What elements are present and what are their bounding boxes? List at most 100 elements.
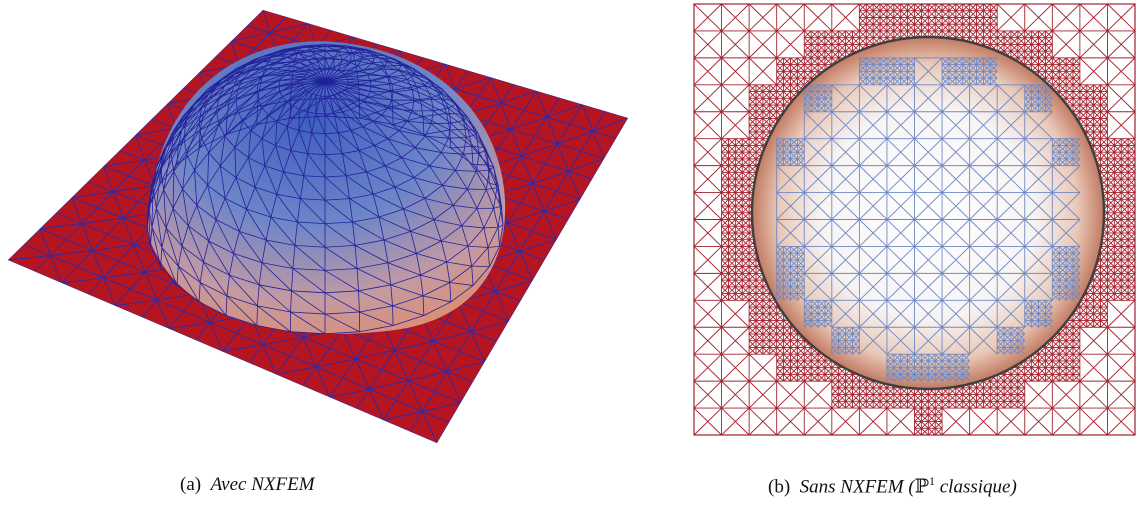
dome-mesh-line <box>250 130 263 140</box>
dome-mesh-line <box>354 245 358 269</box>
dome-mesh-line <box>303 87 306 91</box>
dome-mesh-diag <box>292 58 326 72</box>
dome-mesh-diag <box>346 69 364 78</box>
dome-mesh-diag <box>311 132 326 155</box>
dome-mesh-diag <box>324 80 347 89</box>
dome-mesh-diag <box>467 245 489 248</box>
dome-mesh-line <box>299 59 308 63</box>
dome-mesh-line <box>198 123 202 139</box>
dome-mesh-diag <box>398 63 402 71</box>
mesh-diag <box>914 17 922 25</box>
plate-mesh-line <box>23 243 450 424</box>
dome-mesh-line <box>246 186 256 210</box>
mesh-diag <box>865 30 874 38</box>
mesh-diag <box>962 30 970 38</box>
dome-mesh-line <box>381 68 400 71</box>
dome-mesh-line <box>324 115 360 119</box>
dome-mesh-diag <box>276 194 298 223</box>
mesh-diag <box>755 347 764 355</box>
mesh-diag <box>838 30 846 38</box>
plate-mesh-diag <box>316 358 356 368</box>
mesh-diag <box>755 273 764 281</box>
dome-mesh-diag <box>256 80 280 93</box>
dome-mesh-diag <box>201 110 217 139</box>
dome-mesh-line <box>307 95 317 113</box>
mesh-diag <box>762 84 771 92</box>
dome-mesh-diag <box>324 80 348 86</box>
mesh-diag <box>776 326 784 335</box>
dome-mesh-line <box>282 69 287 76</box>
dome-mesh-line <box>415 253 421 276</box>
mesh-diag <box>921 3 929 12</box>
dome-mesh-diag <box>324 133 343 154</box>
dome-mesh-diag <box>242 99 259 122</box>
mesh-diag <box>1031 37 1039 45</box>
dome-mesh-line <box>290 150 308 155</box>
dome-mesh-line <box>256 85 280 93</box>
mesh-diag <box>741 232 750 241</box>
dome-mesh-diag <box>463 116 468 121</box>
mesh-diag <box>776 64 784 72</box>
mesh-diag <box>741 252 750 261</box>
dome-mesh-line <box>155 189 165 209</box>
mesh-diag <box>976 23 984 32</box>
mesh-diag <box>817 50 826 59</box>
plate-mesh-diag <box>8 255 51 261</box>
dome-mesh-diag <box>423 129 450 135</box>
mesh-diag <box>721 219 729 227</box>
mesh-diag <box>748 293 757 301</box>
mesh-diag <box>983 3 991 12</box>
dome-mesh-line <box>342 46 360 51</box>
dome-mesh-diag <box>301 80 326 83</box>
dome-mesh-line <box>290 115 326 119</box>
dome-mesh-line <box>373 61 388 63</box>
dome-mesh-line <box>410 219 435 232</box>
mesh-diag <box>996 44 1005 52</box>
dome-mesh-diag <box>307 153 326 178</box>
dome-mesh-line <box>440 152 456 171</box>
mesh-diag <box>817 360 826 368</box>
dome-mesh-line <box>186 154 195 171</box>
dome-mesh-line <box>467 227 485 247</box>
mesh-diag <box>797 374 805 382</box>
mesh-diag <box>1017 374 1026 382</box>
dome-mesh-line <box>324 175 347 178</box>
mesh-diag <box>783 374 791 382</box>
dome-mesh-diag <box>254 186 272 218</box>
dome-mesh-diag <box>413 68 416 75</box>
dome-mesh-line <box>235 91 258 101</box>
mesh-diag <box>783 333 791 342</box>
mesh-diag <box>955 17 964 25</box>
dome-mesh-line <box>292 62 300 67</box>
mesh-diag <box>886 401 895 409</box>
dome-mesh-line <box>333 59 343 70</box>
mesh-diag <box>810 64 819 72</box>
dome-mesh-line <box>407 79 426 86</box>
mesh-diag <box>748 286 757 294</box>
plate-mesh-diag <box>433 331 472 342</box>
dome-mesh-line <box>333 111 343 114</box>
mesh-diag <box>728 212 736 220</box>
dome-mesh-line <box>485 150 490 170</box>
dome-mesh-diag <box>298 130 309 154</box>
dome-mesh-line <box>441 225 462 242</box>
dome-mesh-line <box>363 96 368 102</box>
mesh-diag <box>790 77 798 86</box>
dome-mesh-line <box>367 96 389 109</box>
dome-mesh-diag <box>350 108 374 122</box>
mesh-diag <box>693 111 722 140</box>
mesh-diag <box>976 17 984 25</box>
dome-mesh-diag <box>461 225 484 229</box>
dome-mesh-line <box>357 101 364 107</box>
mesh-diag <box>755 326 764 335</box>
dome-mesh-diag <box>186 93 210 121</box>
dome-mesh-line <box>341 153 347 176</box>
mesh-diag <box>748 279 757 288</box>
dome-mesh-line <box>346 45 367 50</box>
mesh-diag <box>721 172 729 180</box>
mesh-diag <box>755 91 764 99</box>
plate-mesh-diag <box>519 239 557 252</box>
dome-mesh-line <box>429 152 442 167</box>
dome-mesh-line <box>392 305 394 326</box>
dome-mesh-diag <box>342 111 364 127</box>
